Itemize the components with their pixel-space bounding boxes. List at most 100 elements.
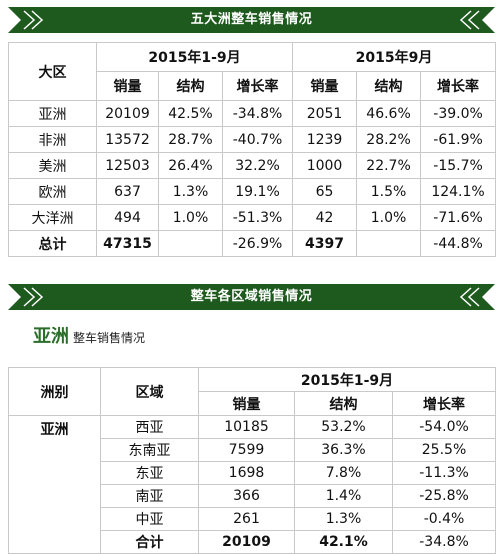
cell: 7.8% bbox=[294, 461, 393, 485]
col-header: 销量 bbox=[198, 391, 295, 416]
cell: 366 bbox=[198, 484, 295, 508]
cell bbox=[158, 230, 223, 257]
cell: 1.4% bbox=[294, 484, 393, 508]
cell: 中亚 bbox=[100, 507, 199, 531]
cell: 20109 bbox=[96, 100, 159, 127]
cell: 1.0% bbox=[356, 204, 422, 231]
cell: -15.7% bbox=[420, 152, 497, 179]
table-row: 大洋洲 494 1.0% -51.3% 42 1.0% -71.6% bbox=[8, 204, 497, 231]
banner-five-continents: 五大洲整车销售情况 bbox=[8, 5, 495, 35]
cell: -0.4% bbox=[391, 507, 497, 531]
table-row: 中亚 261 1.3% -0.4% bbox=[9, 507, 497, 531]
cell: 124.1% bbox=[420, 178, 497, 205]
cell: 42.5% bbox=[158, 100, 223, 127]
cell: 1.0% bbox=[158, 204, 223, 231]
cell: 12503 bbox=[96, 152, 159, 179]
cell: 36.3% bbox=[294, 438, 393, 462]
col-header: 增长率 bbox=[420, 71, 497, 101]
cell: -39.0% bbox=[420, 100, 497, 127]
cell: 65 bbox=[292, 178, 358, 205]
col-header: 结构 bbox=[356, 71, 422, 101]
header-row-periods: 大区 2015年1-9月 2015年9月 bbox=[8, 42, 497, 101]
cell: 261 bbox=[198, 507, 295, 531]
cell: -25.8% bbox=[391, 484, 497, 508]
cell: -44.8% bbox=[420, 230, 497, 257]
cell: 1.3% bbox=[294, 507, 393, 531]
table-row: 欧洲 637 1.3% 19.1% 65 1.5% 124.1% bbox=[8, 178, 497, 205]
cell: 1000 bbox=[292, 152, 358, 179]
cell: -71.6% bbox=[420, 204, 497, 231]
cell: -40.7% bbox=[221, 126, 294, 153]
cell: 28.2% bbox=[356, 126, 422, 153]
cell: 1.5% bbox=[356, 178, 422, 205]
table-row: 非洲 13572 28.7% -40.7% 1239 28.2% -61.9% bbox=[8, 126, 497, 153]
col-header: 销量 bbox=[292, 71, 358, 101]
continent-cell: 亚洲 bbox=[8, 415, 101, 554]
continent-header: 洲别 bbox=[8, 367, 101, 416]
cell: 42 bbox=[292, 204, 358, 231]
cell: 53.2% bbox=[294, 415, 393, 439]
cell: -61.9% bbox=[420, 126, 497, 153]
cell bbox=[356, 230, 422, 257]
col-header: 销量 bbox=[96, 71, 159, 101]
cell: 28.7% bbox=[158, 126, 223, 153]
col-header: 增长率 bbox=[391, 391, 497, 416]
banner-title: 五大洲整车销售情况 bbox=[190, 12, 313, 27]
cell: 25.5% bbox=[391, 438, 497, 462]
cell: 总计 bbox=[8, 230, 97, 257]
cell: 非洲 bbox=[8, 126, 97, 153]
banner-title: 整车各区域销售情况 bbox=[190, 289, 313, 304]
cell: 大洋洲 bbox=[8, 204, 97, 231]
col-header: 增长率 bbox=[221, 71, 294, 101]
cell: -54.0% bbox=[391, 415, 497, 439]
cell: -34.8% bbox=[391, 530, 497, 554]
cell: -11.3% bbox=[391, 461, 497, 485]
cell: 合计 bbox=[100, 530, 199, 554]
total-row: 总计 47315 -26.9% 4397 -44.8% bbox=[8, 230, 497, 257]
cell: 南亚 bbox=[100, 484, 199, 508]
period-a-header: 2015年1-9月 bbox=[95, 42, 294, 72]
table-row: 亚洲 20109 42.5% -34.8% 2051 46.6% -39.0% bbox=[8, 100, 497, 127]
cell: 西亚 bbox=[100, 415, 199, 439]
cell: -26.9% bbox=[221, 230, 294, 257]
total-row: 合计 20109 42.1% -34.8% bbox=[9, 530, 497, 554]
period-header: 2015年1-9月 bbox=[197, 367, 497, 392]
header-row-period: 洲别 区域 2015年1-9月 bbox=[8, 367, 497, 416]
cell: 2051 bbox=[292, 100, 358, 127]
cell: 4397 bbox=[292, 230, 358, 257]
banner-region-sales: 整车各区域销售情况 bbox=[8, 282, 495, 312]
cell: 22.7% bbox=[356, 152, 422, 179]
cell: 东亚 bbox=[100, 461, 199, 485]
cell: 1698 bbox=[198, 461, 295, 485]
cell: 47315 bbox=[96, 230, 159, 257]
cell: 20109 bbox=[198, 530, 295, 554]
table-row: 美洲 12503 26.4% 32.2% 1000 22.7% -15.7% bbox=[8, 152, 497, 179]
banner-ribbon-shape bbox=[8, 7, 495, 33]
cell: 637 bbox=[96, 178, 159, 205]
cell: 32.2% bbox=[221, 152, 294, 179]
col-header: 结构 bbox=[158, 71, 223, 101]
asia-region-sales-table: 洲别 区域 2015年1-9月 销量 结构 增长率 亚洲 西亚 10185 53… bbox=[8, 367, 497, 554]
cell: 13572 bbox=[96, 126, 159, 153]
cell: 494 bbox=[96, 204, 159, 231]
cell: 19.1% bbox=[221, 178, 294, 205]
cell: 1239 bbox=[292, 126, 358, 153]
table-row: 南亚 366 1.4% -25.8% bbox=[9, 484, 497, 508]
section-subheading: 亚洲 整车销售情况 bbox=[33, 322, 145, 348]
cell: 欧洲 bbox=[8, 178, 97, 205]
table-row: 东亚 1698 7.8% -11.3% bbox=[9, 461, 497, 485]
period-b-header: 2015年9月 bbox=[292, 42, 497, 72]
cell: 10185 bbox=[198, 415, 295, 439]
subheading-text: 整车销售情况 bbox=[73, 331, 146, 345]
cell: -34.8% bbox=[221, 100, 294, 127]
cell: 东南亚 bbox=[100, 438, 199, 462]
cell: 46.6% bbox=[356, 100, 422, 127]
cell: 26.4% bbox=[158, 152, 223, 179]
col-header: 结构 bbox=[294, 391, 393, 416]
banner-ribbon-shape bbox=[8, 284, 495, 310]
cell: 1.3% bbox=[158, 178, 223, 205]
region-header: 区域 bbox=[100, 367, 199, 416]
cell: 亚洲 bbox=[8, 100, 97, 127]
cell: -51.3% bbox=[221, 204, 294, 231]
cell: 42.1% bbox=[294, 530, 393, 554]
